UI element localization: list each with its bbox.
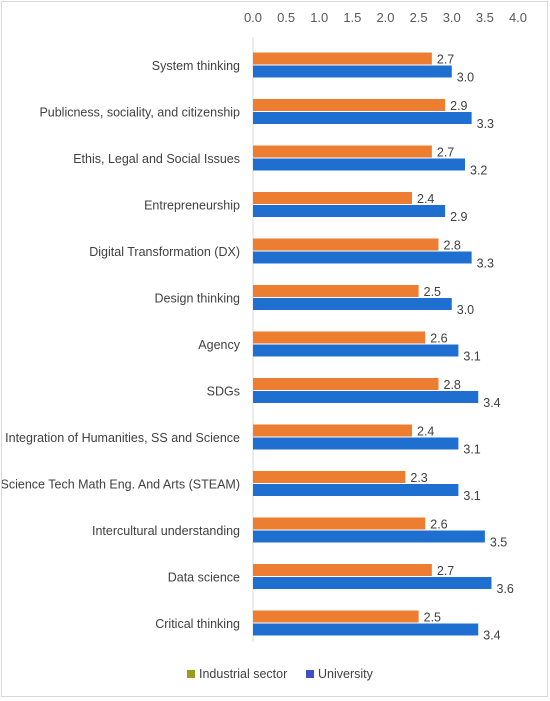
industrial-data-label: 2.4 — [417, 425, 434, 439]
category-label: Publicness, sociality, and citizenship — [39, 106, 240, 120]
industrial-data-label: 2.7 — [437, 146, 454, 160]
university-data-label: 3.4 — [483, 396, 500, 410]
industrial-data-label: 2.6 — [430, 332, 447, 346]
university-data-label: 3.0 — [457, 71, 474, 85]
x-tick-label: 2.5 — [410, 10, 428, 25]
university-data-label: 3.1 — [463, 443, 480, 457]
university-data-label: 3.3 — [477, 117, 494, 131]
university-bar — [253, 344, 459, 357]
university-data-label: 3.6 — [497, 582, 514, 596]
industrial-bar — [253, 424, 412, 437]
x-tick-label: 3.0 — [443, 10, 461, 25]
industrial-bar — [253, 192, 412, 204]
category-label: Integration of Humanities, SS and Scienc… — [5, 431, 240, 445]
university-bar — [253, 577, 492, 589]
legend-swatch — [306, 670, 314, 678]
industrial-data-label: 2.7 — [437, 564, 454, 578]
category-label: Digital Transformation (DX) — [89, 245, 240, 259]
industrial-bar — [253, 610, 419, 623]
university-data-label: 3.1 — [463, 350, 480, 364]
university-data-label: 2.9 — [450, 210, 467, 224]
university-data-label: 3.5 — [490, 536, 507, 550]
university-bar — [253, 298, 452, 310]
x-tick-label: 0.5 — [277, 10, 295, 25]
industrial-bar — [253, 52, 432, 65]
legend-label: Industrial sector — [199, 667, 287, 681]
industrial-bar — [253, 471, 406, 483]
category-label: Intercultural understanding — [92, 524, 240, 538]
industrial-bar — [253, 517, 426, 530]
category-label: Science Tech Math Eng. And Arts (STEAM) — [2, 478, 240, 492]
category-label: Agency — [198, 338, 240, 352]
industrial-data-label: 2.9 — [450, 99, 467, 113]
university-bar — [253, 251, 472, 264]
x-tick-label: 0.0 — [244, 10, 262, 25]
industrial-bar — [253, 145, 432, 158]
industrial-bar — [253, 331, 426, 344]
industrial-bar — [253, 564, 432, 576]
category-label: SDGs — [207, 385, 240, 399]
legend-swatch — [187, 670, 195, 678]
university-bar — [253, 437, 459, 450]
industrial-data-label: 2.4 — [417, 192, 434, 206]
category-label: Entrepreneurship — [144, 199, 240, 213]
university-data-label: 3.1 — [463, 489, 480, 503]
category-label: System thinking — [152, 59, 240, 73]
industrial-data-label: 2.3 — [410, 471, 427, 485]
x-tick-label: 2.0 — [376, 10, 394, 25]
industrial-bar — [253, 238, 439, 251]
category-label: Ethis, Legal and Social Issues — [73, 152, 240, 166]
x-tick-label: 4.0 — [509, 10, 527, 25]
university-bar — [253, 391, 479, 403]
university-bar — [253, 65, 452, 78]
category-label: Design thinking — [155, 292, 241, 306]
category-label: Critical thinking — [155, 617, 240, 631]
x-tick-label: 3.5 — [476, 10, 494, 25]
university-data-label: 3.2 — [470, 164, 487, 178]
x-tick-label: 1.5 — [343, 10, 361, 25]
university-bar — [253, 484, 459, 496]
legend-label: University — [318, 667, 374, 681]
industrial-bar — [253, 99, 446, 111]
university-bar — [253, 112, 472, 124]
industrial-bar — [253, 285, 419, 297]
x-tick-label: 1.0 — [310, 10, 328, 25]
industrial-bar — [253, 378, 439, 390]
industrial-data-label: 2.5 — [424, 285, 441, 299]
industrial-data-label: 2.6 — [430, 518, 447, 532]
university-data-label: 3.3 — [477, 257, 494, 271]
university-bar — [253, 623, 479, 636]
university-bar — [253, 530, 485, 543]
industrial-data-label: 2.8 — [444, 239, 461, 253]
university-data-label: 3.0 — [457, 303, 474, 317]
university-bar — [253, 158, 465, 171]
category-label: Data science — [168, 571, 240, 585]
industrial-data-label: 2.7 — [437, 53, 454, 67]
industrial-data-label: 2.8 — [444, 378, 461, 392]
university-data-label: 3.4 — [483, 629, 500, 643]
university-bar — [253, 205, 446, 217]
industrial-data-label: 2.5 — [424, 611, 441, 625]
